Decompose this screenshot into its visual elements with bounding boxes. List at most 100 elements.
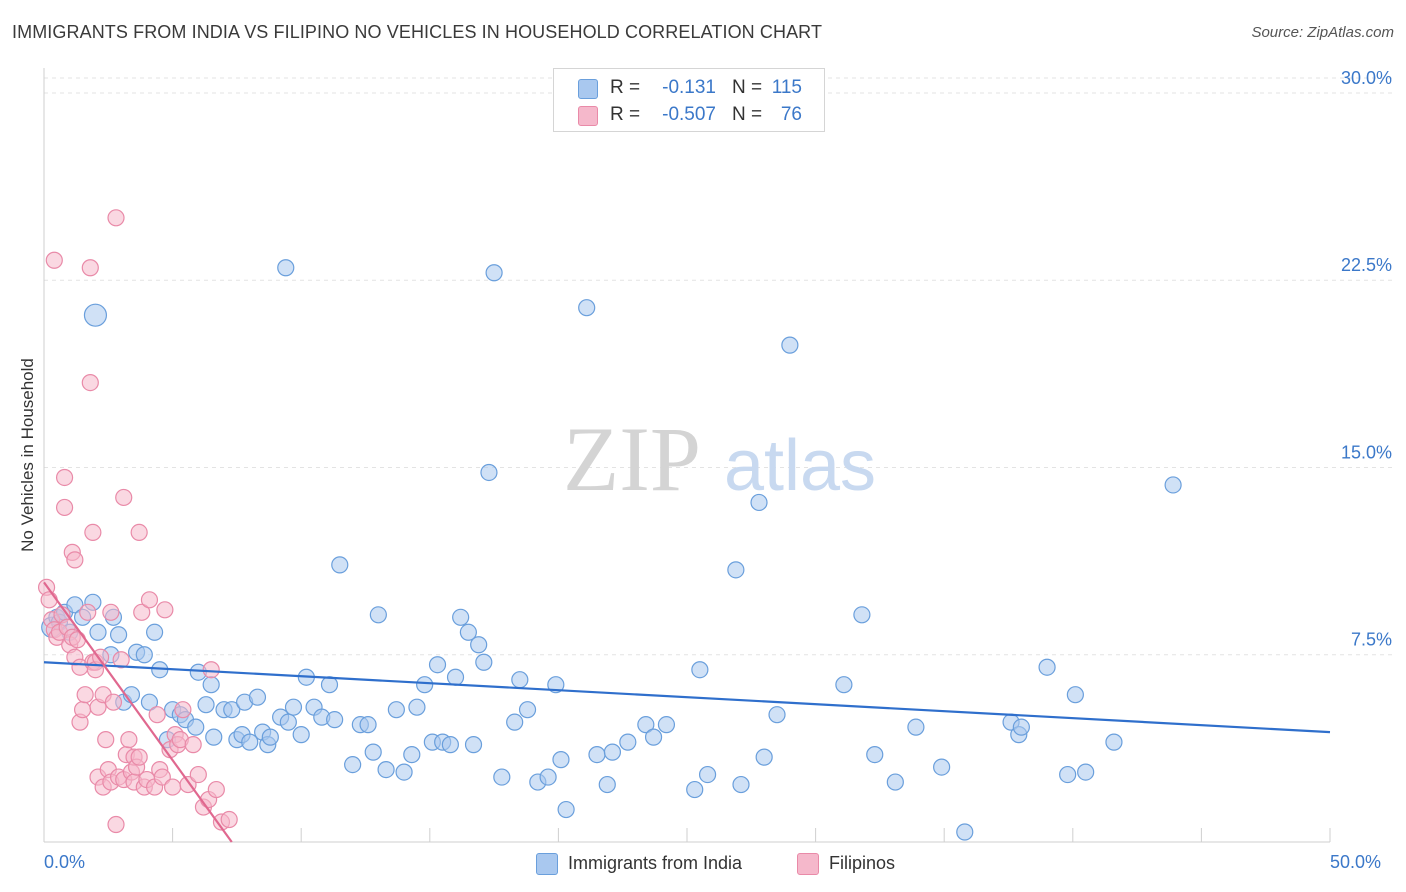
point-filipino [76,686,94,704]
point-india [755,748,773,766]
point-filipino [189,765,207,784]
series-filipino-points [37,209,238,834]
y-tick-labels: 7.5% 15.0% 22.5% 30.0% [1341,68,1392,650]
point-india [359,716,377,734]
point-india [866,746,884,764]
bottom-legend: Immigrants from India Filipinos [0,852,1406,878]
point-filipino [55,498,74,517]
point-india [109,626,128,644]
point-india [1012,718,1030,736]
point-india [441,736,459,754]
point-india [369,606,387,624]
point-india [403,746,421,764]
point-filipino [115,488,133,507]
point-india [657,716,676,734]
point-filipino [164,778,182,796]
legend: R = -0.131 N = 115 R = -0.507 N = 76 [553,68,825,132]
y-tick-label: 22.5% [1341,255,1392,275]
point-india [557,800,575,819]
point-india [279,713,297,731]
point-india [853,606,871,624]
point-india [377,760,395,779]
point-filipino [220,810,238,829]
point-filipino [112,651,130,669]
point-india [140,693,159,711]
point-filipino [207,780,225,799]
point-india [588,746,606,764]
bottom-legend-swatch-india [536,853,558,875]
point-india [446,668,465,686]
point-filipino [79,603,97,621]
y-tick-label: 30.0% [1341,68,1392,88]
point-filipino [45,251,63,269]
x-tick-left: 0.0% [44,852,86,872]
point-filipino [66,551,84,569]
point-india [416,676,434,694]
point-filipino [133,603,151,621]
point-india [480,463,498,482]
point-india [66,596,84,614]
point-india [89,623,107,641]
point-filipino [81,259,99,277]
point-india [1077,763,1095,781]
point-filipino [174,701,192,719]
point-india [344,755,362,774]
point-filipino [68,631,87,649]
point-india [539,768,557,786]
point-india [1066,686,1084,704]
point-india [145,623,164,641]
point-india [727,561,745,579]
gridlines [44,77,1392,656]
point-india [835,676,853,694]
point-india [506,713,524,731]
point-india [644,728,663,746]
point-india [637,716,655,734]
watermark-zip: ZIP [563,408,701,510]
point-india [464,736,483,754]
point-india [1038,658,1056,676]
point-india [907,718,925,736]
chart-source: Source: ZipAtlas.com [1251,24,1394,41]
point-filipino [130,748,148,766]
point-india [956,823,974,841]
y-tick-label: 7.5% [1351,630,1392,650]
point-india [326,711,344,729]
legend-r-value-filipino: -0.507 [662,104,716,125]
point-india [135,646,153,664]
point-filipino [55,468,74,487]
point-india [933,758,951,776]
point-india [578,299,596,317]
point-india [686,780,704,799]
point-filipino [107,209,125,227]
point-india [331,556,349,574]
point-india [691,661,709,679]
point-india [886,773,904,791]
point-india [241,733,259,751]
point-india [187,718,205,736]
point-india [248,688,267,706]
point-filipino [97,731,115,749]
point-filipino [156,601,174,619]
point-india [202,676,220,694]
point-india [408,698,426,716]
point-india [223,701,241,719]
point-india [428,656,447,674]
legend-r-label: R = [610,77,641,98]
point-india [395,763,413,781]
bottom-legend-label-filipino: Filipinos [829,853,896,873]
trend-line-india [43,661,1331,734]
point-india [485,264,503,282]
chart-title: IMMIGRANTS FROM INDIA VS FILIPINO NO VEH… [12,22,823,42]
legend-swatch-filipino [578,106,598,126]
legend-swatch-india [578,79,598,99]
point-filipino [120,731,138,749]
legend-n-value-filipino: 76 [780,104,802,125]
point-filipino [184,736,202,754]
legend-row-filipino: R = -0.507 N = 76 [554,102,824,128]
point-india [1164,476,1182,494]
point-india [83,303,108,327]
point-india [470,636,488,654]
point-filipino [148,706,166,724]
point-filipino [153,768,171,786]
point-india [750,493,768,512]
